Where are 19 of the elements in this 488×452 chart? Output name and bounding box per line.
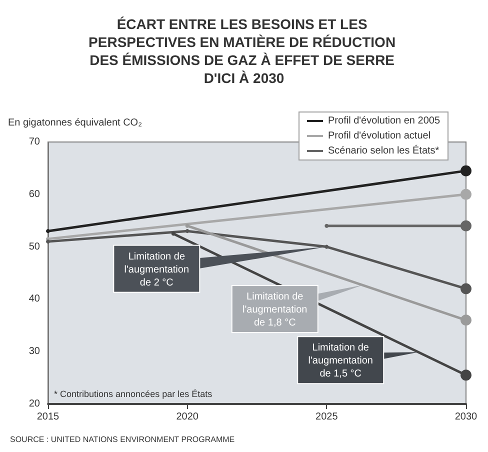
y-tick-label: 40 <box>28 294 40 305</box>
x-tick-label: 2015 <box>36 412 60 422</box>
annotation: Limitation de l'augmentation de 1,5 °C <box>308 342 373 380</box>
y-axis-title: En gigatonnes équivalent CO₂ <box>8 118 142 128</box>
chart-title: ÉCART ENTRE LES BESOINS ET LES PERSPECTIVES EN MATIÈRE DE RÉDUCTION DES ÉMISSIONS DE GAZ À EFFET DE SERRE D'ICI À 2030 <box>88 16 400 86</box>
y-tick-label: 60 <box>28 188 40 200</box>
y-tick-label: 50 <box>28 241 40 252</box>
x-tick-label: 2020 <box>176 412 199 422</box>
x-tick-label: 2030 <box>454 412 478 422</box>
y-tick-label: 30 <box>28 346 40 358</box>
legend-label: Profil d'évolution en 2005 <box>328 116 440 126</box>
legend-label: Scénario selon les États* <box>328 144 440 156</box>
annotation: * Contributions annoncées par les États <box>54 389 213 399</box>
x-tick-label: 2025 <box>316 412 338 422</box>
annotation: Limitation de l'augmentation de 2 °C <box>124 251 190 288</box>
y-tick-label: 70 <box>28 136 40 148</box>
source-note: SOURCE : UNITED NATIONS ENVIRONMENT PROGRAMME <box>10 435 235 444</box>
legend-label: Profil d'évolution actuel <box>328 130 431 142</box>
y-tick-label: 20 <box>28 398 40 410</box>
